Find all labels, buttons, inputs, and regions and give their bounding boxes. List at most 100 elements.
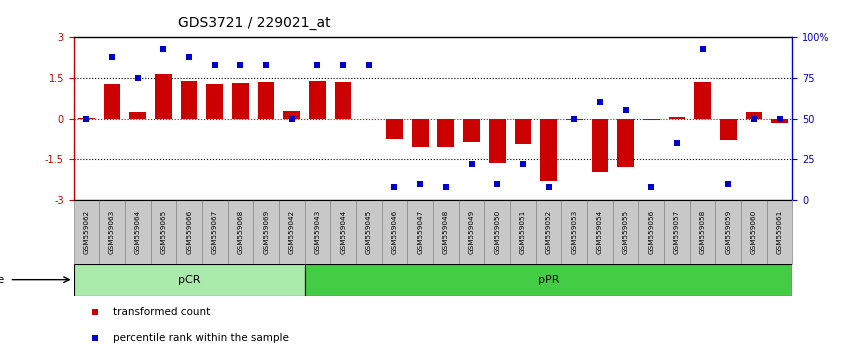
Bar [129,112,146,119]
Bar [74,200,100,264]
Bar [715,200,741,264]
Bar [612,200,638,264]
Point [721,181,735,187]
Point [618,108,632,113]
Bar [664,200,689,264]
Point [105,54,119,59]
Text: GSM559060: GSM559060 [751,210,757,254]
Point [516,161,530,167]
Bar [151,200,177,264]
Bar [279,200,305,264]
Bar [484,200,510,264]
Point [439,184,453,190]
Bar [407,200,433,264]
Text: GSM559053: GSM559053 [572,210,577,254]
Bar [689,200,715,264]
Bar [305,200,330,264]
Text: GSM559055: GSM559055 [623,210,629,254]
Point [80,116,94,121]
Point [567,116,581,121]
Bar [253,200,279,264]
Bar [125,200,151,264]
Bar [155,74,171,119]
Text: GSM559058: GSM559058 [700,210,706,254]
Point [593,99,607,105]
Point [490,181,504,187]
Text: GSM559057: GSM559057 [674,210,680,254]
Bar [591,119,608,171]
Point [362,62,376,68]
Bar [720,119,737,140]
Bar [459,200,484,264]
Point [208,62,222,68]
Bar [510,200,536,264]
Point [541,184,555,190]
Bar [100,200,125,264]
Point [259,62,273,68]
Text: GSM559043: GSM559043 [314,210,320,254]
Text: GSM559054: GSM559054 [597,210,603,254]
Text: disease state: disease state [0,275,4,285]
Bar [305,264,792,296]
Text: GSM559045: GSM559045 [365,210,372,254]
Bar [283,111,301,119]
Bar [565,119,583,120]
Text: GSM559065: GSM559065 [160,210,166,254]
Bar [181,81,197,119]
Text: pCR: pCR [178,275,200,285]
Text: GSM559068: GSM559068 [237,210,243,254]
Text: transformed count: transformed count [113,307,210,317]
Text: percentile rank within the sample: percentile rank within the sample [113,333,289,343]
Point [388,184,402,190]
Point [772,116,786,121]
Bar [638,200,664,264]
Text: GSM559061: GSM559061 [777,210,783,254]
Bar [335,82,352,119]
Text: GSM559056: GSM559056 [649,210,654,254]
Point [670,140,684,146]
Bar [258,82,275,119]
Point [285,116,299,121]
Text: GSM559064: GSM559064 [135,210,141,254]
Point [464,161,478,167]
Text: GDS3721 / 229021_at: GDS3721 / 229021_at [178,16,330,30]
Bar [587,200,612,264]
Bar [382,200,407,264]
Text: GSM559052: GSM559052 [546,210,552,254]
Bar [514,119,531,144]
Point [413,181,427,187]
Bar [695,82,711,119]
Point [88,309,102,315]
Text: GSM559066: GSM559066 [186,210,192,254]
Bar [433,200,459,264]
Bar [463,119,480,142]
Text: pPR: pPR [538,275,559,285]
Text: GSM559051: GSM559051 [520,210,526,254]
Bar [437,119,454,147]
Bar [669,117,685,119]
Text: GSM559062: GSM559062 [83,210,89,254]
Bar [78,118,94,119]
Point [336,62,350,68]
Text: GSM559063: GSM559063 [109,210,115,254]
Bar [104,84,120,119]
Bar [766,200,792,264]
Text: GSM559059: GSM559059 [725,210,731,254]
Text: GSM559050: GSM559050 [494,210,501,254]
Bar [746,112,762,119]
Bar [617,119,634,167]
Bar [74,264,305,296]
Bar [488,119,506,163]
Point [747,116,761,121]
Point [131,75,145,81]
Point [311,62,325,68]
Point [157,46,171,51]
Text: GSM559049: GSM559049 [469,210,475,254]
Bar [206,84,223,119]
Bar [330,200,356,264]
Text: GSM559046: GSM559046 [391,210,397,254]
Bar [536,200,561,264]
Text: GSM559042: GSM559042 [289,210,294,254]
Point [644,184,658,190]
Bar [741,200,766,264]
